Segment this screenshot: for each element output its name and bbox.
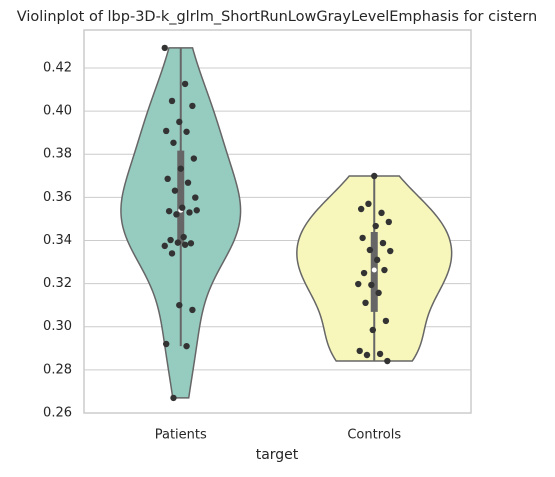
point	[163, 340, 170, 348]
y-tick-label: 0.40	[43, 104, 72, 119]
point	[183, 128, 190, 135]
point	[192, 194, 199, 201]
point	[366, 246, 374, 254]
point	[170, 394, 177, 402]
point	[355, 280, 362, 288]
point	[176, 118, 183, 126]
point	[161, 44, 168, 52]
x-tick-label: Patients	[155, 428, 207, 443]
point	[376, 350, 384, 358]
point	[375, 289, 382, 297]
median	[371, 267, 377, 273]
point	[170, 139, 177, 146]
point	[161, 242, 168, 250]
point	[378, 209, 385, 217]
point	[179, 204, 186, 211]
point	[362, 299, 369, 307]
point	[168, 97, 176, 105]
point	[181, 80, 189, 88]
point	[385, 218, 392, 226]
y-tick-label: 0.34	[43, 233, 72, 248]
point	[384, 357, 391, 365]
point	[189, 102, 196, 110]
plot-frame	[83, 29, 472, 414]
y-tick-label: 0.36	[43, 190, 72, 205]
point	[180, 233, 187, 241]
point	[183, 342, 190, 350]
chart-title: Violinplot of lbp-3D-k_glrlm_ShortRunLow…	[17, 9, 537, 25]
point	[187, 240, 195, 247]
y-tick-label: 0.32	[43, 276, 72, 291]
point	[382, 317, 390, 325]
y-tick-label: 0.28	[43, 362, 72, 377]
point	[171, 187, 179, 194]
point	[369, 326, 376, 334]
point	[174, 239, 182, 246]
point	[181, 241, 189, 248]
point	[167, 236, 174, 244]
point	[363, 351, 371, 359]
point	[186, 209, 193, 216]
point	[379, 239, 387, 247]
y-tick-label: 0.30	[43, 319, 72, 334]
point	[372, 222, 379, 230]
point	[165, 207, 173, 215]
y-tick-label: 0.26	[43, 406, 72, 421]
point	[177, 165, 184, 172]
point	[163, 127, 170, 135]
point	[368, 281, 375, 289]
point	[173, 211, 180, 218]
point	[193, 207, 200, 214]
y-tick-label: 0.38	[43, 147, 72, 162]
point	[357, 205, 365, 213]
point	[190, 155, 198, 162]
point	[387, 247, 394, 255]
y-tick-label: 0.42	[43, 60, 72, 75]
point	[359, 234, 366, 242]
point	[168, 250, 176, 257]
point	[371, 172, 378, 180]
point	[365, 200, 372, 208]
point	[164, 175, 171, 183]
x-tick-label: Controls	[347, 428, 401, 443]
point	[184, 179, 192, 186]
point	[373, 256, 381, 264]
point	[176, 301, 183, 309]
x-axis-label: target	[256, 447, 299, 463]
point	[360, 269, 368, 277]
point	[356, 347, 363, 355]
point	[381, 266, 388, 274]
point	[189, 306, 196, 314]
